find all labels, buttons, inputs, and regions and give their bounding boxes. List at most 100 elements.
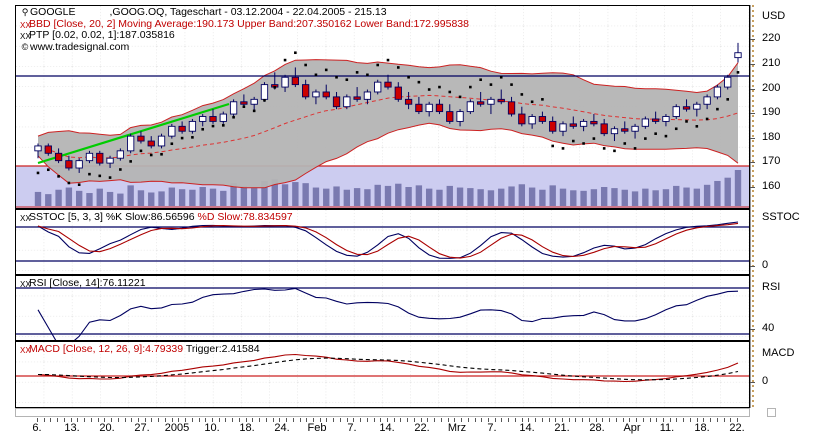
date-tick-mark — [252, 418, 254, 422]
date-tick-mark — [312, 418, 314, 422]
date-label-10: 14. — [379, 422, 395, 434]
macd-legend: XXMACD [Close, 12, 26, 9]:4.79339 Trigge… — [20, 343, 260, 355]
date-tick-mark — [521, 418, 523, 422]
date-tick-mark — [649, 418, 651, 422]
date-tick-mark — [615, 418, 617, 422]
date-tick-mark — [676, 418, 678, 422]
date-tick-mark — [353, 418, 355, 422]
date-tick-mark — [737, 418, 738, 422]
date-tick-mark — [198, 418, 200, 422]
date-label-4: 2005 — [164, 422, 190, 434]
axis-scroll-handle[interactable] — [767, 408, 776, 417]
date-tick-mark — [602, 418, 604, 422]
axis-tick-mark — [750, 162, 755, 164]
date-axis[interactable]: 6. 13. 20. 27. 2005 10. 18. 24. Feb 7. 14. 22. Mrz 7.… — [15, 408, 776, 442]
date-tick-mark — [380, 418, 382, 422]
date-label-8: Feb — [307, 422, 327, 434]
date-tick-mark — [104, 418, 106, 422]
legend-ptp-row: XXPTP [0.02, 0.02, 1]:187.035816 — [20, 29, 469, 42]
macd-panel[interactable]: XXMACD [Close, 12, 26, 9]:4.79339 Trigge… — [15, 341, 750, 408]
sstoc-panel[interactable]: XXSSTOC [5, 3, 3] %K Slow:86.56596 %D Sl… — [15, 209, 750, 275]
date-tick-mark — [562, 418, 563, 422]
date-tick-mark — [97, 418, 99, 422]
date-tick-mark — [299, 418, 301, 422]
date-axis-bar[interactable] — [15, 408, 750, 417]
rsi-checkbox-icon[interactable]: XX — [20, 280, 31, 289]
axis-title-price: USD — [762, 10, 786, 22]
date-tick-mark — [636, 418, 638, 422]
date-tick-mark — [413, 418, 415, 422]
date-tick-mark — [57, 418, 59, 422]
axis-dot-rail — [752, 5, 754, 408]
date-tick-mark — [622, 418, 624, 422]
date-tick-mark — [555, 418, 557, 422]
date-tick-mark — [454, 418, 456, 422]
ptp-label: PTP [0.02, 0.02, 1]:187.035816 — [29, 29, 175, 41]
date-tick-mark — [326, 418, 328, 422]
date-tick-mark — [232, 418, 234, 422]
date-tick-mark — [319, 418, 321, 422]
date-tick-mark — [144, 418, 146, 422]
website-link[interactable]: www.tradesignal.com — [30, 40, 130, 53]
bbd-checkbox-icon[interactable]: XX — [20, 20, 31, 30]
date-tick-mark — [629, 418, 631, 422]
rsi-panel[interactable]: XXRSI [Close, 14]:76.11221 — [15, 275, 750, 341]
date-label-13: 7. — [487, 422, 497, 434]
axis-tick-180: 180 — [762, 130, 781, 143]
rsi-legend: XXRSI [Close, 14]:76.11221 — [20, 277, 146, 289]
date-tick-mark — [171, 418, 173, 422]
date-label-3: 27. — [134, 422, 150, 434]
price-axis[interactable]: USD 220 210 200 190 180 170 160 SSTOC 0 RSI 40 MACD 0 — [750, 5, 820, 408]
instrument-details: ,GOOG.OQ, Tageschart - 03.12.2004 - 22.0… — [109, 6, 387, 18]
date-tick-mark — [373, 418, 375, 422]
date-tick-mark — [393, 418, 395, 422]
sstoc-checkbox-icon[interactable]: XX — [20, 214, 31, 223]
date-tick-mark — [77, 418, 79, 422]
date-tick-mark — [508, 418, 510, 422]
axis-tick-mark — [750, 88, 755, 90]
date-label-11: 22. — [414, 422, 430, 434]
axis-tick-220: 220 — [762, 32, 781, 45]
legend-instrument-row: ⚲ GOOGLE ,GOOG.OQ, Tageschart - 03.12.2004… — [20, 6, 469, 19]
copyright-icon: © — [21, 41, 29, 52]
axis-tick-sstoc-0: 0 — [762, 259, 769, 271]
macd-checkbox-icon[interactable]: XX — [20, 346, 31, 355]
date-tick-mark — [669, 418, 671, 422]
date-label-9: 7. — [347, 422, 357, 434]
date-tick-mark — [407, 418, 409, 422]
axis-tick-210: 210 — [762, 56, 781, 69]
sstoc-label: SSTOC [5, 3, 3] %K Slow:86.56596 — [29, 211, 198, 223]
axis-tick-mark — [750, 266, 755, 267]
date-tick-mark — [400, 418, 402, 422]
date-tick-mark — [548, 418, 550, 422]
instrument-name: GOOGLE — [30, 6, 76, 18]
date-tick-mark — [43, 418, 45, 422]
date-tick-mark — [279, 418, 281, 422]
date-tick-mark — [346, 418, 348, 422]
date-tick-mark — [387, 418, 388, 422]
axis-tick-170: 170 — [762, 155, 781, 168]
date-tick-mark — [683, 418, 685, 422]
date-tick-mark — [474, 418, 476, 422]
date-tick-mark — [50, 418, 52, 422]
macd-trigger-label: Trigger:2.41584 — [185, 343, 260, 355]
date-tick-mark — [595, 418, 597, 422]
date-tick-mark — [137, 418, 139, 422]
date-tick-mark — [63, 418, 65, 422]
date-tick-mark — [481, 418, 483, 422]
date-tick-mark — [582, 418, 584, 422]
price-panel[interactable]: ⚲ GOOGLE ,GOOG.OQ, Tageschart - 03.12.2004… — [15, 5, 750, 209]
legend-bbd-row: XXBBD [Close, 20, 2] Moving Average:190.… — [20, 18, 469, 31]
date-tick-mark — [360, 418, 362, 422]
date-tick-mark — [689, 418, 691, 422]
date-tick-mark — [716, 418, 718, 422]
date-label-14: 14. — [519, 422, 535, 434]
date-label-1: 13. — [64, 422, 80, 434]
date-tick-mark — [710, 418, 712, 422]
date-label-7: 24. — [274, 422, 290, 434]
date-tick-mark — [467, 418, 469, 422]
date-tick-mark — [568, 418, 570, 422]
ptp-checkbox-icon[interactable]: XX — [20, 32, 31, 41]
sstoc-legend: XXSSTOC [5, 3, 3] %K Slow:86.56596 %D Sl… — [20, 211, 293, 223]
date-tick-mark — [333, 418, 335, 422]
